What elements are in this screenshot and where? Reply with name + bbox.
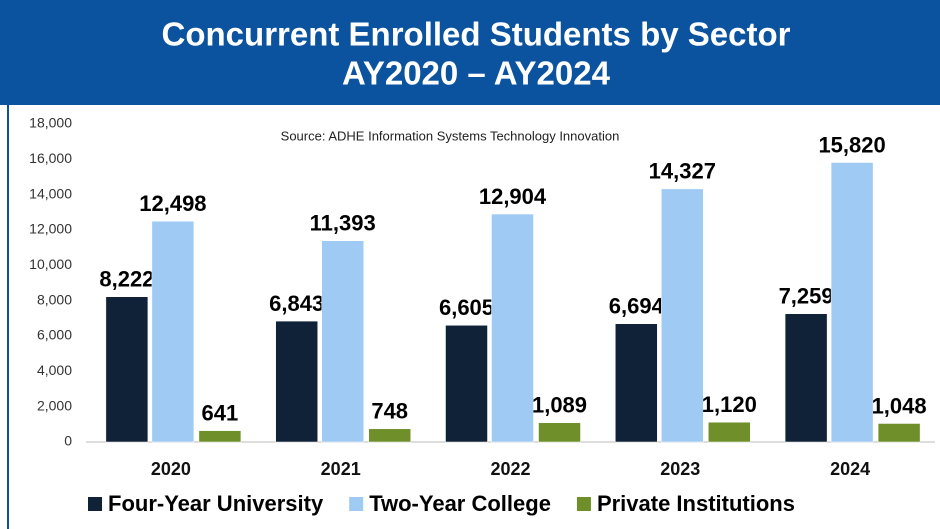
value-label: 8,222 (99, 267, 154, 292)
legend-label: Private Institutions (597, 491, 795, 516)
chart-title: Concurrent Enrolled Students by Sector (162, 16, 791, 53)
value-label: 12,904 (479, 184, 547, 209)
bar (445, 325, 488, 443)
y-tick-label: 10,000 (29, 256, 72, 272)
legend-label: Two-Year College (369, 491, 551, 516)
bar (708, 421, 751, 443)
y-tick-label: 14,000 (29, 185, 72, 201)
value-label: 14,327 (649, 159, 716, 184)
x-tick-label: 2024 (830, 459, 870, 479)
value-label: 1,089 (532, 393, 587, 418)
frame-edge (7, 105, 9, 529)
value-label: 7,259 (779, 284, 834, 309)
value-label: 748 (371, 399, 408, 424)
bar (538, 422, 581, 443)
x-tick-label: 2023 (660, 459, 700, 479)
y-tick-label: 0 (64, 433, 72, 449)
bar (105, 296, 149, 443)
y-tick-label: 16,000 (29, 150, 72, 166)
bar (830, 162, 874, 443)
legend-swatch (576, 497, 591, 511)
value-label: 6,605 (439, 295, 494, 320)
y-tick-label: 4,000 (37, 362, 72, 378)
source-note: Source: ADHE Information Systems Technol… (281, 128, 620, 143)
y-tick-label: 18,000 (29, 115, 72, 131)
bar (275, 320, 318, 443)
value-label: 6,843 (269, 291, 324, 316)
bar (877, 423, 921, 443)
bar (368, 428, 411, 443)
y-tick-label: 2,000 (37, 397, 72, 413)
legend-label: Four-Year University (108, 491, 324, 516)
bar (151, 220, 195, 443)
legend-swatch (349, 497, 364, 511)
y-tick-label: 12,000 (29, 221, 72, 237)
value-label: 1,048 (872, 393, 927, 418)
value-label: 6,694 (609, 294, 665, 319)
value-label: 641 (202, 400, 239, 425)
bar (321, 240, 364, 443)
y-tick-label: 6,000 (37, 327, 72, 343)
title-banner (0, 0, 940, 105)
x-tick-label: 2020 (151, 459, 191, 479)
bar (615, 323, 658, 443)
bar (491, 213, 534, 443)
bar (784, 313, 828, 443)
bar (198, 430, 242, 443)
value-label: 1,120 (702, 392, 757, 417)
x-tick-label: 2021 (321, 459, 361, 479)
y-tick-label: 8,000 (37, 291, 72, 307)
value-label: 11,393 (310, 211, 376, 236)
chart-subtitle: AY2020 – AY2024 (342, 55, 611, 92)
value-label: 12,498 (139, 191, 206, 216)
bar (661, 188, 704, 443)
value-label: 15,820 (818, 132, 885, 157)
legend-swatch (88, 497, 102, 511)
x-tick-label: 2022 (490, 459, 530, 479)
